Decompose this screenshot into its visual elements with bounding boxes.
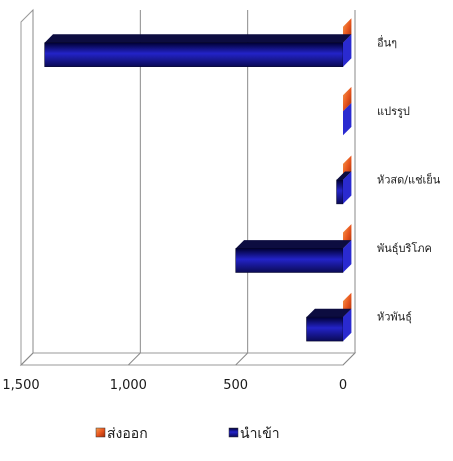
category-label: หัวสด/แช่เย็น [377, 173, 441, 187]
category-label: หัวพันธุ์ [377, 311, 412, 324]
x-tick-label: 500 [223, 378, 248, 393]
gridline-floor [20, 352, 34, 366]
x-tick-label: 1,500 [2, 378, 39, 393]
legend-swatch [228, 427, 239, 438]
bar-import [336, 171, 352, 205]
category-label: พันธุ์บริโภค [377, 241, 432, 255]
bar-import-front [336, 179, 344, 205]
bar-import-top [336, 171, 352, 180]
bar-import-top [306, 308, 352, 318]
bar-import-top [44, 34, 352, 43]
bar-import-top [235, 240, 352, 249]
bar-import [306, 308, 352, 342]
bar-import-front [235, 248, 344, 273]
bar-import-end [343, 102, 352, 136]
x-tick-label: 0 [339, 378, 347, 393]
bar-import-front [306, 316, 344, 342]
bar-export-end [343, 86, 352, 112]
bar-export [343, 86, 352, 112]
bar-import-end [343, 34, 352, 67]
bar-import-end [343, 308, 352, 342]
chart-floor [19, 352, 357, 366]
legend-swatch [95, 427, 106, 438]
legend-label: ส่งออก [107, 426, 148, 442]
category-label: อื่นๆ [377, 34, 397, 49]
bar-import-end [343, 171, 352, 204]
legend-label: นำเข้า [240, 426, 280, 442]
x-tick-label: 1,000 [110, 378, 147, 393]
bar-import [235, 240, 352, 273]
bar-import [44, 34, 352, 67]
gridline-floor [127, 352, 141, 366]
chart-side-wall [20, 8, 34, 367]
bar-import [343, 102, 352, 136]
bar-import-end [343, 240, 352, 273]
bar-import-front [44, 42, 344, 67]
gridline-floor [342, 352, 356, 366]
gridline-floor [235, 352, 249, 366]
category-label: แปรรูป [377, 105, 410, 118]
